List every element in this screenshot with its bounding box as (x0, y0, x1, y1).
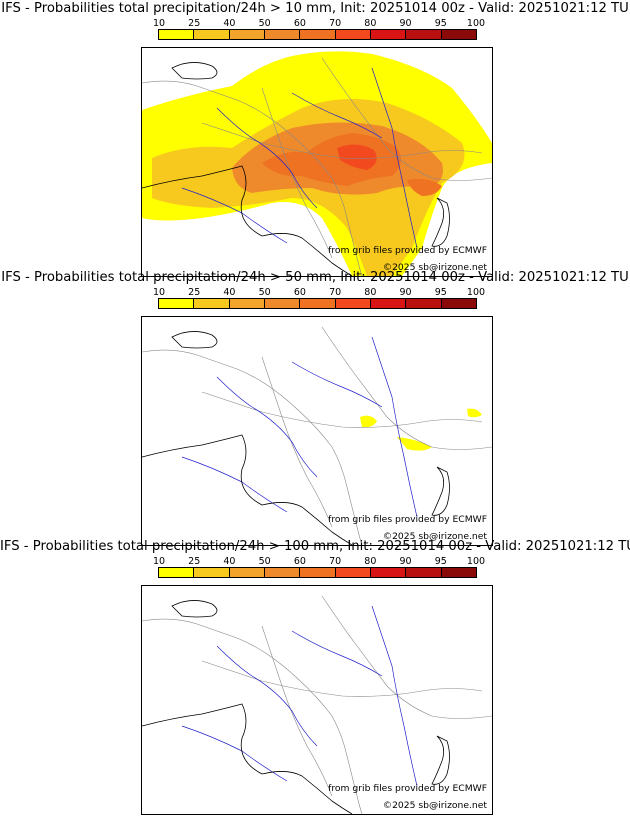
colorbar-level-label: 80 (364, 18, 377, 29)
colorbar-level-label: 60 (293, 556, 306, 567)
colorbar-swatch (441, 568, 476, 577)
map-source-credit: from grib files provided by ECMWF (328, 783, 487, 794)
colorbar-swatch (370, 299, 407, 308)
colorbar-level-label: 40 (223, 287, 236, 298)
panel-title: IFS - Probabilities total precipitation/… (0, 539, 630, 554)
probability-map: from grib files provided by ECMWF ©2025 … (141, 585, 493, 815)
colorbar-swatch (264, 30, 301, 39)
colorbar-level-label: 100 (466, 18, 486, 29)
colorbar-swatch (229, 299, 265, 308)
colorbar-level-label: 100 (466, 556, 486, 567)
colorbar-labels: 10 25 40 50 60 70 80 90 95 100 (153, 287, 485, 298)
map-graphic (142, 595, 492, 814)
colorbar-swatch (194, 568, 230, 577)
colorbar-level-label: 70 (329, 18, 342, 29)
map-source-credit: from grib files provided by ECMWF (328, 245, 487, 256)
colorbar-labels: 10 25 40 50 60 70 80 90 95 100 (153, 556, 485, 567)
colorbar-level-label: 90 (399, 18, 412, 29)
colorbar-swatch (370, 30, 407, 39)
colorbar-swatch (159, 30, 195, 39)
colorbar (158, 29, 477, 40)
colorbar-swatch (159, 299, 195, 308)
probability-map: from grib files provided by ECMWF ©2025 … (141, 316, 493, 546)
colorbar-swatch (370, 568, 407, 577)
colorbar-swatch (441, 30, 476, 39)
colorbar-swatch (264, 299, 301, 308)
colorbar-swatch (194, 299, 230, 308)
colorbar-level-label: 50 (258, 287, 271, 298)
panel-100mm: IFS - Probabilities total precipitation/… (0, 538, 630, 815)
colorbar-level-label: 90 (399, 556, 412, 567)
colorbar (158, 298, 477, 309)
colorbar-level-label: 10 (152, 287, 166, 298)
colorbar-swatch (335, 568, 371, 577)
colorbar-swatch (264, 568, 301, 577)
colorbar-swatch (159, 568, 195, 577)
colorbar-swatch (300, 299, 336, 308)
colorbar (158, 567, 477, 578)
colorbar-swatch (335, 30, 371, 39)
colorbar-level-label: 80 (364, 287, 377, 298)
colorbar-level-label: 50 (258, 18, 271, 29)
map-linework (142, 326, 492, 545)
colorbar-level-label: 10 (152, 18, 166, 29)
colorbar-level-label: 25 (188, 18, 201, 29)
colorbar-level-label: 80 (364, 556, 377, 567)
colorbar-level-label: 25 (188, 556, 201, 567)
panel-50mm: IFS - Probabilities total precipitation/… (0, 269, 630, 546)
colorbar-level-label: 40 (223, 556, 236, 567)
colorbar-swatch (406, 568, 442, 577)
probability-map: from grib files provided by ECMWF ©2025 … (141, 47, 493, 277)
colorbar-level-label: 25 (188, 287, 201, 298)
colorbar-level-label: 100 (466, 287, 486, 298)
colorbar-swatch (229, 30, 265, 39)
colorbar-swatch (229, 568, 265, 577)
colorbar-swatch (406, 299, 442, 308)
colorbar-level-label: 50 (258, 556, 271, 567)
colorbar-level-label: 95 (434, 556, 447, 567)
colorbar-swatch (406, 30, 442, 39)
colorbar-swatch (335, 299, 371, 308)
colorbar-level-label: 70 (329, 287, 342, 298)
map-linework (142, 595, 492, 814)
colorbar-level-label: 90 (399, 287, 412, 298)
map-graphic (142, 51, 492, 276)
colorbar-swatch (194, 30, 230, 39)
colorbar-level-label: 60 (293, 18, 306, 29)
panel-10mm: IFS - Probabilities total precipitation/… (0, 0, 630, 277)
map-copyright: ©2025 sb@irizone.net (382, 262, 487, 273)
colorbar-level-label: 70 (329, 556, 342, 567)
colorbar-swatch (300, 30, 336, 39)
map-copyright: ©2025 sb@irizone.net (382, 531, 487, 542)
colorbar-level-label: 40 (223, 18, 236, 29)
panel-title: IFS - Probabilities total precipitation/… (1, 270, 629, 285)
colorbar-swatch (300, 568, 336, 577)
probability-fill (142, 51, 492, 276)
colorbar-level-label: 95 (434, 287, 447, 298)
panel-title: IFS - Probabilities total precipitation/… (1, 1, 629, 16)
colorbar-level-label: 95 (434, 18, 447, 29)
map-source-credit: from grib files provided by ECMWF (328, 514, 487, 525)
colorbar-labels: 10 25 40 50 60 70 80 90 95 100 (153, 18, 485, 29)
colorbar-level-label: 10 (152, 556, 166, 567)
map-copyright: ©2025 sb@irizone.net (382, 800, 487, 811)
colorbar-level-label: 60 (293, 287, 306, 298)
map-linework (142, 57, 492, 276)
probability-fill (360, 408, 482, 451)
colorbar-swatch (441, 299, 476, 308)
map-graphic (142, 326, 492, 545)
